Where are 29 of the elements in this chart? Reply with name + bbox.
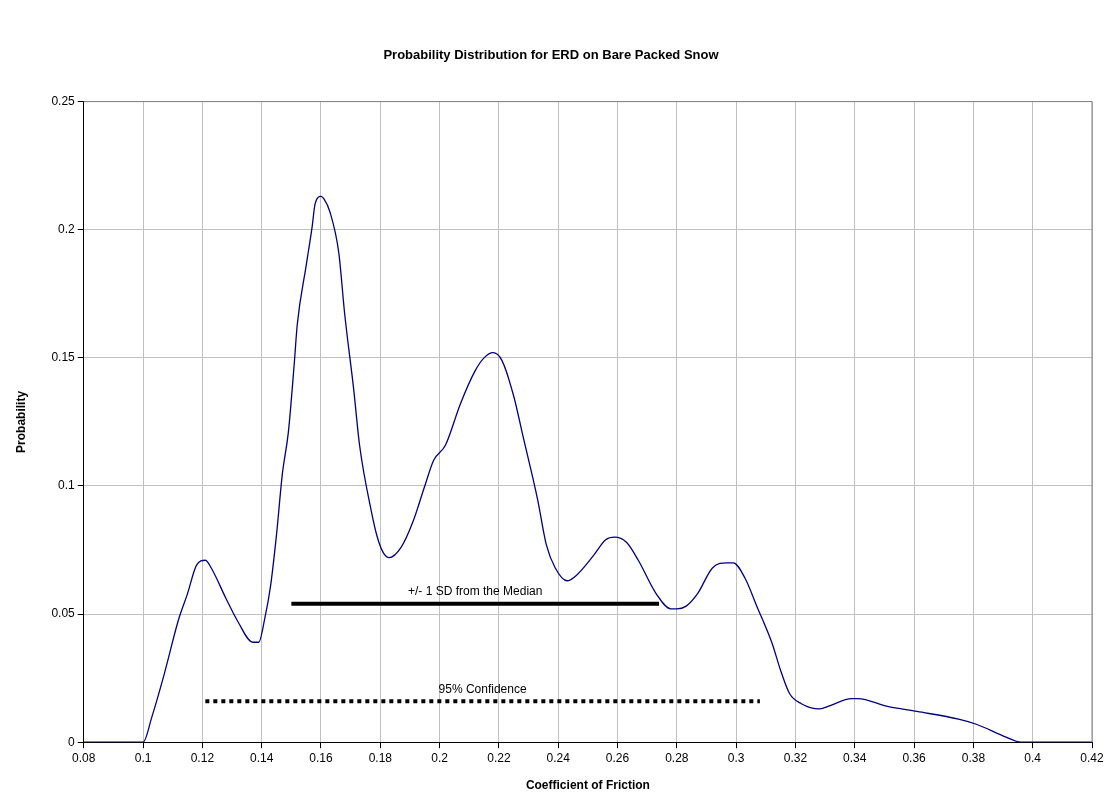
x-tick-label: 0.08 bbox=[72, 750, 96, 765]
x-tick-label: 0.18 bbox=[368, 750, 393, 765]
x-axis-title: Coefficient of Friction bbox=[525, 778, 650, 793]
x-tick-label: 0.28 bbox=[665, 750, 689, 765]
x-tick-label: 0.12 bbox=[190, 750, 215, 765]
series-label: +/- 1 SD from the Median bbox=[408, 584, 543, 599]
x-tick-label: 0.4 bbox=[1024, 750, 1042, 765]
x-tick-label: 0.36 bbox=[902, 750, 927, 765]
y-axis-title: Probability bbox=[13, 390, 28, 453]
chart-title: Probability Distribution for ERD on Bare Packed Snow bbox=[383, 47, 720, 63]
x-tick-label: 0.14 bbox=[250, 750, 274, 765]
x-tick-label: 0.1 bbox=[134, 750, 152, 765]
x-tick-label: 0.16 bbox=[309, 750, 333, 765]
y-tick-label: 0 bbox=[68, 734, 76, 749]
x-tick-label: 0.32 bbox=[783, 750, 808, 765]
x-tick-label: 0.42 bbox=[1080, 750, 1104, 765]
series-label: 95% Confidence bbox=[438, 681, 527, 696]
x-tick-label: 0.38 bbox=[961, 750, 986, 765]
y-tick-label: 0.2 bbox=[58, 222, 76, 237]
x-tick-label: 0.34 bbox=[843, 750, 867, 765]
y-tick-label: 0.05 bbox=[51, 606, 76, 621]
y-tick-label: 0.15 bbox=[51, 350, 76, 365]
x-tick-label: 0.26 bbox=[605, 750, 630, 765]
x-tick-label: 0.2 bbox=[431, 750, 449, 765]
x-tick-label: 0.3 bbox=[727, 750, 745, 765]
y-tick-label: 0.25 bbox=[51, 93, 76, 108]
x-tick-label: 0.22 bbox=[487, 750, 511, 765]
y-tick-label: 0.1 bbox=[58, 478, 76, 493]
x-tick-label: 0.24 bbox=[546, 750, 571, 765]
